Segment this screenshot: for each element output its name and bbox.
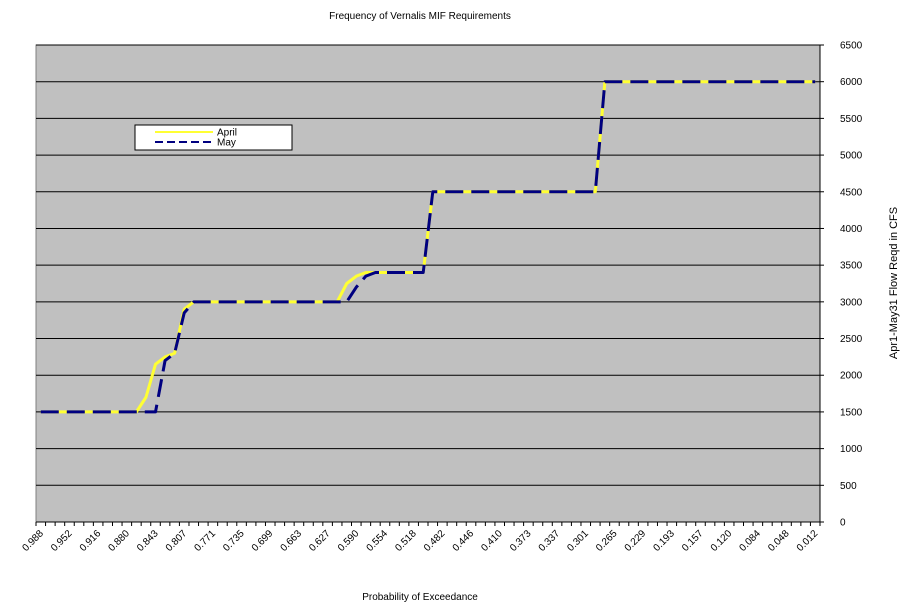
y-tick-label: 1000 [840, 444, 863, 455]
y-tick-label: 6500 [840, 41, 863, 52]
chart-title: Frequency of Vernalis MIF Requirements [329, 11, 511, 22]
legend-box [134, 124, 293, 151]
x-tick-label: 0.771 [193, 528, 219, 554]
x-tick-label: 0.157 [680, 528, 706, 554]
y-tick-label: 2500 [840, 334, 863, 345]
y-tick-label: 2000 [840, 371, 863, 382]
x-tick-label: 0.554 [365, 528, 391, 554]
x-tick-label: 0.843 [135, 528, 161, 554]
x-tick-label: 0.735 [221, 528, 247, 554]
y-tick-label: 4500 [840, 187, 863, 198]
x-tick-label: 0.663 [279, 528, 305, 554]
x-tick-label: 0.048 [766, 528, 792, 554]
x-tick-label: 0.301 [565, 528, 591, 554]
x-tick-label: 0.482 [422, 528, 448, 554]
legend-label: April [217, 128, 237, 139]
x-tick-label: 0.373 [508, 528, 534, 554]
x-tick-label: 0.410 [479, 528, 505, 554]
x-tick-label: 0.880 [106, 528, 132, 554]
y-tick-label: 4000 [840, 224, 863, 235]
y-tick-label: 5000 [840, 151, 863, 162]
x-tick-label: 0.518 [393, 528, 419, 554]
x-tick-label: 0.699 [250, 528, 276, 554]
y-tick-label: 3000 [840, 297, 863, 308]
x-tick-label: 0.012 [795, 528, 821, 554]
y-tick-label: 500 [840, 481, 857, 492]
y-tick-label: 1500 [840, 407, 863, 418]
y-tick-label: 5500 [840, 114, 863, 125]
y-tick-label: 0 [840, 518, 846, 529]
x-tick-label: 0.627 [307, 528, 333, 554]
x-axis-label: Probability of Exceedance [362, 592, 478, 603]
y-axis-label: Apr1-May31 Flow Reqd in CFS [888, 207, 900, 359]
x-tick-label: 0.988 [20, 528, 46, 554]
x-tick-label: 0.193 [651, 528, 677, 554]
x-tick-label: 0.446 [451, 528, 477, 554]
y-tick-label: 6000 [840, 77, 863, 88]
x-tick-label: 0.807 [164, 528, 190, 554]
x-tick-label: 0.952 [49, 528, 75, 554]
series-line [40, 80, 816, 414]
x-tick-label: 0.120 [709, 528, 735, 554]
x-tick-label: 0.590 [336, 528, 362, 554]
x-tick-label: 0.229 [623, 528, 649, 554]
legend-label: May [217, 138, 236, 149]
x-tick-label: 0.916 [78, 528, 104, 554]
x-tick-label: 0.337 [537, 528, 563, 554]
x-tick-label: 0.084 [737, 528, 763, 554]
x-tick-label: 0.265 [594, 528, 620, 554]
plot-area [35, 44, 821, 523]
y-tick-label: 3500 [840, 261, 863, 272]
